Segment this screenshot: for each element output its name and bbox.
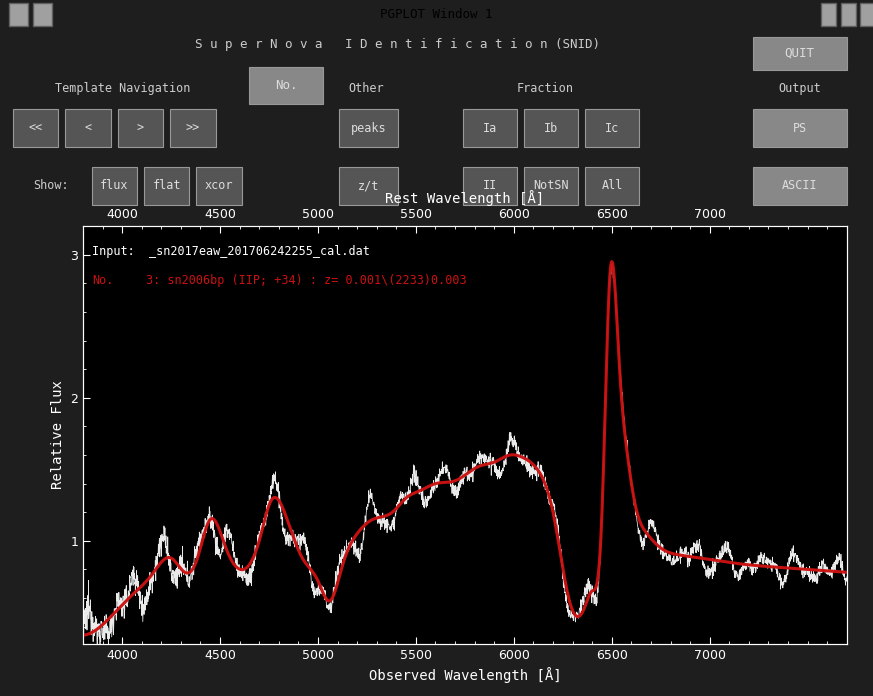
FancyBboxPatch shape <box>753 167 847 205</box>
FancyBboxPatch shape <box>339 167 398 205</box>
FancyBboxPatch shape <box>860 3 873 26</box>
Text: No.: No. <box>93 274 113 287</box>
FancyBboxPatch shape <box>463 167 517 205</box>
FancyBboxPatch shape <box>33 3 52 26</box>
FancyBboxPatch shape <box>753 37 847 70</box>
Text: flux: flux <box>100 180 128 192</box>
FancyBboxPatch shape <box>13 109 58 147</box>
FancyBboxPatch shape <box>65 109 111 147</box>
Text: Ia: Ia <box>483 122 497 134</box>
Text: NotSN: NotSN <box>533 180 568 192</box>
Text: >>: >> <box>186 122 200 134</box>
Text: <: < <box>85 122 92 134</box>
FancyBboxPatch shape <box>170 109 216 147</box>
Text: Fraction: Fraction <box>517 82 574 95</box>
FancyBboxPatch shape <box>9 3 28 26</box>
Text: Show:: Show: <box>33 180 69 192</box>
Text: >: > <box>137 122 144 134</box>
FancyBboxPatch shape <box>196 167 242 205</box>
FancyBboxPatch shape <box>841 3 856 26</box>
X-axis label: Observed Wavelength [Å]: Observed Wavelength [Å] <box>368 667 561 683</box>
Text: peaks: peaks <box>351 122 386 134</box>
FancyBboxPatch shape <box>585 167 639 205</box>
Text: Ib: Ib <box>544 122 558 134</box>
Text: Template Navigation: Template Navigation <box>54 82 190 95</box>
Text: z/t: z/t <box>358 180 379 192</box>
Text: QUIT: QUIT <box>785 47 815 60</box>
Text: PS: PS <box>793 122 807 134</box>
FancyBboxPatch shape <box>524 167 578 205</box>
FancyBboxPatch shape <box>118 109 163 147</box>
X-axis label: Rest Wavelength [Å]: Rest Wavelength [Å] <box>385 190 545 206</box>
Text: flat: flat <box>153 180 181 192</box>
FancyBboxPatch shape <box>585 109 639 147</box>
Text: Ic: Ic <box>605 122 619 134</box>
FancyBboxPatch shape <box>753 109 847 147</box>
Text: xcor: xcor <box>205 180 233 192</box>
Text: Output: Output <box>779 82 821 95</box>
Text: Input:  _sn2017eaw_201706242255_cal.dat: Input: _sn2017eaw_201706242255_cal.dat <box>93 245 370 258</box>
FancyBboxPatch shape <box>144 167 189 205</box>
FancyBboxPatch shape <box>524 109 578 147</box>
Text: II: II <box>483 180 497 192</box>
FancyBboxPatch shape <box>339 109 398 147</box>
Text: <<: << <box>29 122 43 134</box>
FancyBboxPatch shape <box>249 67 323 104</box>
Text: ASCII: ASCII <box>782 180 817 192</box>
Text: All: All <box>601 180 622 192</box>
Text: No.: No. <box>275 79 297 92</box>
FancyBboxPatch shape <box>92 167 137 205</box>
FancyBboxPatch shape <box>463 109 517 147</box>
Text: S u p e r N o v a   I D e n t i f i c a t i o n (SNID): S u p e r N o v a I D e n t i f i c a t … <box>195 38 600 51</box>
Y-axis label: Relative Flux: Relative Flux <box>51 381 65 489</box>
Text: 3: sn2006bp (IIP; +34) : z= 0.001\(2233)0.003: 3: sn2006bp (IIP; +34) : z= 0.001\(2233)… <box>146 274 466 287</box>
Text: PGPLOT Window 1: PGPLOT Window 1 <box>381 8 492 21</box>
Text: Other: Other <box>349 82 384 95</box>
FancyBboxPatch shape <box>821 3 836 26</box>
